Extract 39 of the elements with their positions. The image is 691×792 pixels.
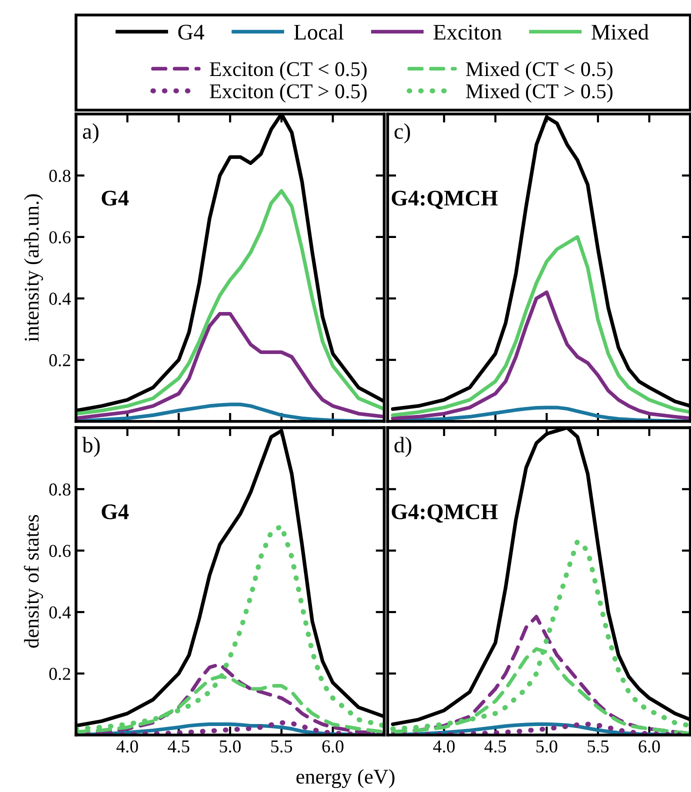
legend-label: Mixed (CT > 0.5): [466, 84, 612, 103]
x-tick-label: 6.0: [322, 740, 344, 753]
y-tick-label: 0.2: [49, 668, 70, 680]
x-tick-label: 5.0: [220, 740, 241, 753]
legend-label: Exciton (CT > 0.5): [210, 84, 367, 103]
x-tick-label: 4.0: [116, 740, 138, 753]
y-axis-title: density of states: [24, 514, 44, 648]
legend-label: Exciton (CT < 0.5): [210, 62, 367, 80]
y-tick-label: 0.6: [49, 231, 71, 244]
y-tick-label: 0.4: [49, 606, 71, 619]
annotation: G4: [102, 504, 129, 520]
legend-label: Mixed: [592, 24, 649, 40]
annotation: G4: [102, 190, 129, 206]
x-tick-label: 4.0: [433, 740, 455, 753]
annotation: G4:QMCH: [392, 504, 498, 523]
y-axis-title: intensity (arb.un.): [24, 194, 44, 342]
annotation: a): [82, 123, 98, 144]
annotation: d): [394, 436, 412, 458]
x-tick-label: 4.5: [168, 740, 190, 753]
x-tick-label: 5.0: [536, 740, 558, 753]
y-tick-label: 0.8: [49, 483, 70, 496]
annotation: G4:QMCH: [392, 190, 498, 210]
x-tick-label: 6.0: [638, 740, 660, 753]
annotation: b): [82, 436, 100, 458]
legend-label: Exciton: [434, 24, 502, 40]
y-tick-label: 0.8: [49, 170, 70, 182]
line-series: [76, 312, 384, 420]
x-tick-label: 5.5: [271, 740, 292, 753]
y-tick-label: 0.6: [49, 544, 71, 558]
x-tick-label: 4.5: [484, 740, 506, 753]
legend-label: Local: [294, 24, 344, 40]
y-tick-label: 0.2: [49, 354, 70, 366]
legend-label: G4: [178, 24, 204, 40]
annotation: c): [394, 123, 410, 144]
x-axis-title: energy (eV): [296, 769, 394, 788]
line-series: [76, 189, 384, 416]
x-tick-label: 5.5: [588, 740, 609, 753]
y-tick-label: 0.4: [49, 292, 71, 305]
legend-label: Mixed (CT < 0.5): [466, 62, 612, 80]
